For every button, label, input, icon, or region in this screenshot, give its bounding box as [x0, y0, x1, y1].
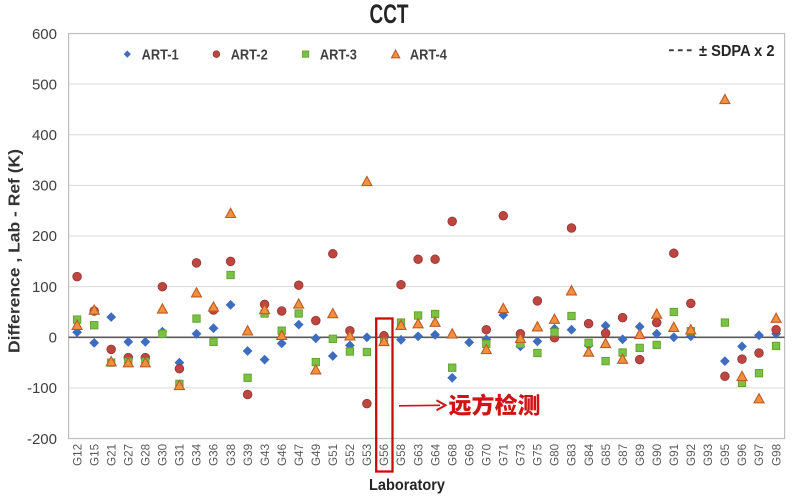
svg-text:G28: G28: [140, 444, 153, 466]
svg-text:G34: G34: [191, 443, 204, 466]
svg-text:G84: G84: [583, 443, 596, 466]
svg-text:G75: G75: [532, 443, 545, 466]
svg-text:G93: G93: [702, 444, 715, 466]
svg-text:G97: G97: [753, 444, 766, 466]
svg-text:G30: G30: [157, 443, 170, 466]
svg-text:100: 100: [32, 279, 57, 296]
svg-text:500: 500: [32, 76, 57, 93]
svg-text:G69: G69: [463, 444, 476, 466]
svg-text:G31: G31: [174, 444, 187, 466]
svg-text:400: 400: [32, 127, 57, 144]
svg-text:ART-4: ART-4: [410, 46, 448, 63]
svg-text:G83: G83: [566, 444, 579, 466]
svg-text:0: 0: [49, 330, 57, 347]
svg-text:G95: G95: [719, 443, 732, 466]
svg-text:G56: G56: [378, 444, 391, 466]
svg-text:G49: G49: [310, 444, 323, 466]
svg-text:G58: G58: [395, 444, 408, 466]
svg-text:G70: G70: [481, 443, 494, 466]
svg-text:G89: G89: [634, 444, 647, 466]
svg-text:G68: G68: [446, 444, 459, 466]
svg-text:G64: G64: [429, 443, 442, 466]
svg-text:G52: G52: [344, 444, 357, 466]
svg-text:G12: G12: [71, 444, 84, 466]
svg-text:G36: G36: [208, 444, 221, 466]
svg-text:200: 200: [32, 228, 57, 245]
svg-text:600: 600: [32, 26, 57, 43]
svg-text:G53: G53: [361, 444, 374, 466]
svg-text:G90: G90: [651, 443, 664, 466]
svg-text:ART-2: ART-2: [231, 46, 268, 63]
svg-text:G39: G39: [242, 444, 255, 466]
svg-text:G92: G92: [685, 444, 698, 466]
svg-text:ART-3: ART-3: [320, 46, 357, 63]
svg-text:G96: G96: [736, 444, 749, 466]
svg-text:G15: G15: [88, 443, 101, 466]
svg-text:G80: G80: [549, 443, 562, 466]
svg-text:G63: G63: [412, 444, 425, 466]
svg-text:G47: G47: [293, 444, 306, 466]
svg-text:G73: G73: [515, 444, 528, 466]
svg-text:G71: G71: [498, 444, 511, 466]
svg-text:-100: -100: [27, 380, 57, 397]
svg-text:ART-1: ART-1: [142, 46, 179, 63]
svg-text:G98: G98: [770, 444, 783, 466]
svg-text:G21: G21: [105, 444, 118, 466]
svg-text:G27: G27: [123, 444, 136, 466]
svg-text:Laboratory: Laboratory: [369, 477, 445, 494]
svg-text:G85: G85: [600, 443, 613, 466]
svg-text:G91: G91: [668, 444, 681, 466]
svg-text:G87: G87: [617, 444, 630, 466]
svg-text:-200: -200: [27, 431, 57, 448]
svg-text:CCT: CCT: [370, 0, 409, 29]
svg-text:G46: G46: [276, 444, 289, 466]
svg-text:300: 300: [32, 178, 57, 195]
svg-text:Difference , Lab - Ref (K): Difference , Lab - Ref (K): [7, 149, 24, 353]
svg-text:G38: G38: [225, 444, 238, 466]
svg-text:G43: G43: [259, 444, 272, 466]
svg-text:± SDPA x 2: ± SDPA x 2: [699, 43, 775, 60]
svg-text:G51: G51: [327, 444, 340, 466]
